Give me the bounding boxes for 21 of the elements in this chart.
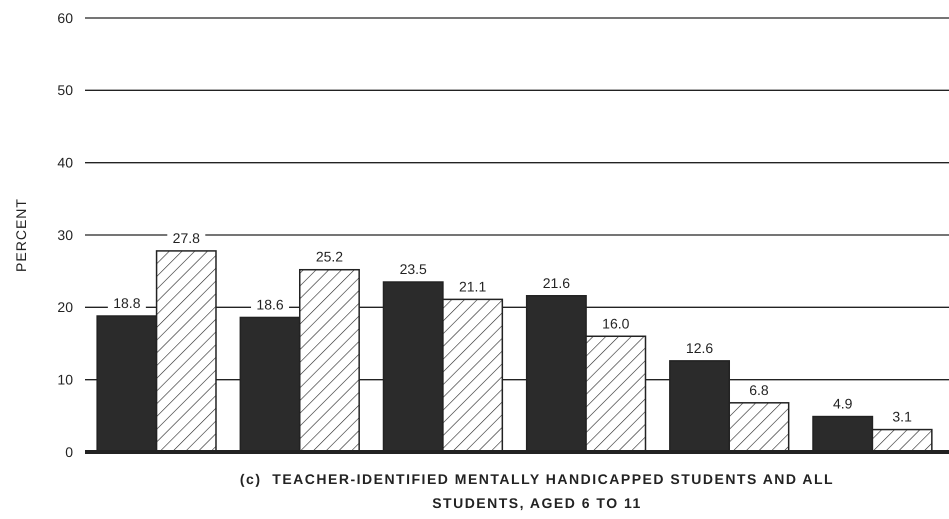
data-label: 3.1 [892,408,912,425]
y-tick-label: 50 [57,82,74,98]
data-label: 27.8 [172,230,200,246]
y-tick-label: 20 [57,299,74,316]
y-axis-title: PERCENT [13,198,29,272]
text: (c) TEACHER-IDENTIFIED MENTALLY HANDICAPPED STUDENTS AND ALL STUDENTS, AGED 6 TO 11 [240,471,834,511]
y-tick-label: 60 [57,10,74,26]
data-label: 6.8 [749,382,769,398]
y-tick-label: 10 [57,372,74,388]
data-label: 18.8 [113,295,141,312]
data-label: 18.6 [256,296,284,312]
data-label: 21.6 [542,274,570,291]
data-label: 16.0 [602,315,630,332]
data-label: 21.1 [459,278,486,294]
data-label: 25.2 [316,248,344,265]
y-tick-label: 0 [65,444,74,460]
y-tick-label: 30 [57,226,74,243]
y-tick-label: 40 [57,154,74,171]
data-label: 23.5 [400,261,428,278]
data-label: 4.9 [832,396,853,412]
data-label: 12.6 [686,340,714,356]
